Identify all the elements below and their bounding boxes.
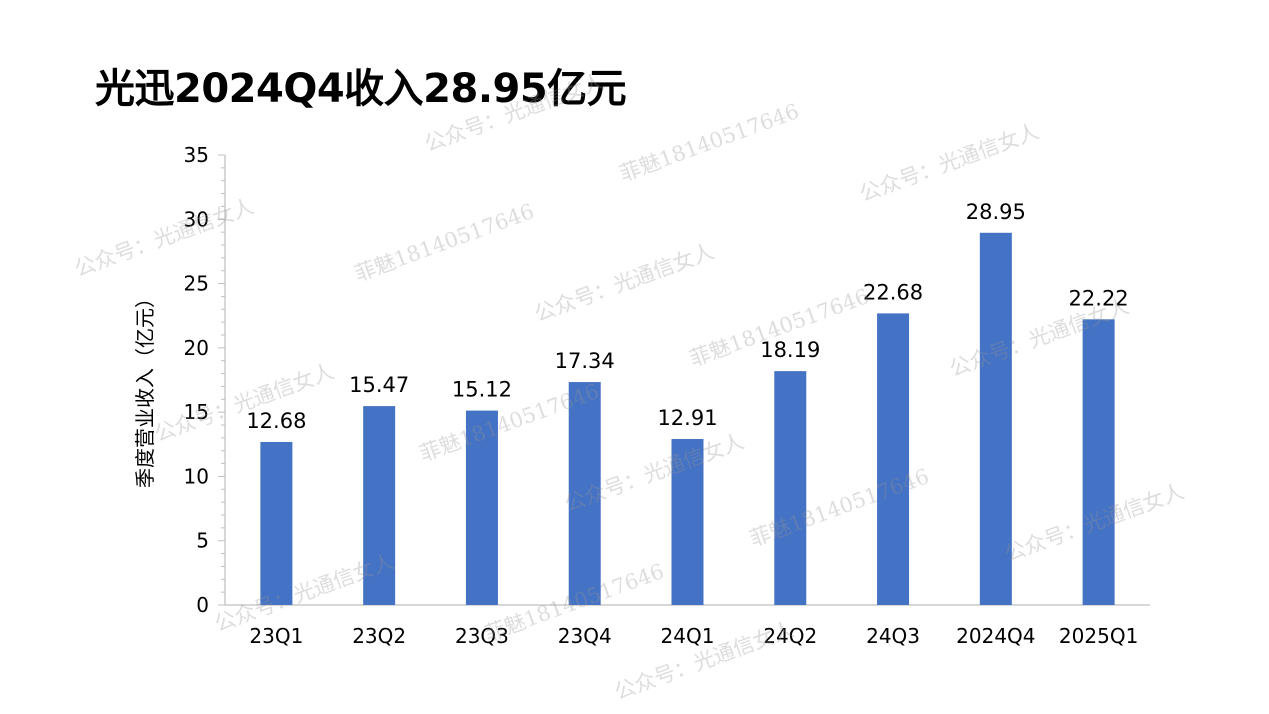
data-label-23Q4: 17.34 bbox=[555, 349, 615, 373]
bar-23Q1 bbox=[260, 441, 293, 605]
y-tick-label: 5 bbox=[196, 529, 209, 553]
bar-2024Q4 bbox=[979, 232, 1012, 606]
y-tick-label: 25 bbox=[184, 272, 209, 296]
x-tick-label-23Q3: 23Q3 bbox=[455, 624, 509, 648]
y-tick-label: 30 bbox=[184, 207, 209, 231]
bar-24Q3 bbox=[877, 313, 910, 605]
data-label-24Q3: 22.68 bbox=[863, 280, 923, 304]
bar-24Q2 bbox=[774, 371, 807, 605]
bar-23Q2 bbox=[363, 406, 396, 605]
page-title: 光迅2024Q4收入28.95亿元 bbox=[95, 66, 627, 112]
data-label-23Q2: 15.47 bbox=[349, 373, 409, 397]
bar-24Q1 bbox=[671, 439, 704, 605]
data-label-2024Q4: 28.95 bbox=[966, 200, 1026, 224]
bar-23Q4 bbox=[568, 382, 601, 605]
x-tick-label-23Q4: 23Q4 bbox=[558, 624, 612, 648]
x-tick-label-2025Q1: 2025Q1 bbox=[1059, 624, 1138, 648]
y-tick-label: 35 bbox=[184, 143, 209, 167]
chart-labels: 12.68 23Q1 15.47 23Q2 15.12 23Q3 17.34 23Q4 12.9… bbox=[246, 200, 1138, 648]
x-tick-label-23Q2: 23Q2 bbox=[352, 624, 406, 648]
bar-2025Q1 bbox=[1082, 319, 1115, 605]
y-tick-label: 15 bbox=[184, 400, 209, 424]
data-label-2025Q1: 22.22 bbox=[1069, 286, 1129, 310]
x-tick-label-24Q1: 24Q1 bbox=[661, 624, 715, 648]
data-label-24Q1: 12.91 bbox=[657, 406, 717, 430]
x-tick-label-24Q3: 24Q3 bbox=[866, 624, 920, 648]
x-tick-label-2024Q4: 2024Q4 bbox=[956, 624, 1035, 648]
y-tick-label: 0 bbox=[196, 593, 209, 617]
data-label-24Q2: 18.19 bbox=[760, 338, 820, 362]
data-label-23Q1: 12.68 bbox=[246, 409, 306, 433]
chart-bars bbox=[260, 232, 1115, 606]
x-tick-label-23Q1: 23Q1 bbox=[249, 624, 303, 648]
y-tick-label: 20 bbox=[184, 336, 209, 360]
bar-23Q3 bbox=[465, 410, 498, 605]
y-axis-label: 季度营业收入（亿元） bbox=[133, 288, 157, 488]
data-label-23Q3: 15.12 bbox=[452, 378, 512, 402]
y-tick-label: 10 bbox=[184, 464, 209, 488]
x-tick-label-24Q2: 24Q2 bbox=[763, 624, 817, 648]
